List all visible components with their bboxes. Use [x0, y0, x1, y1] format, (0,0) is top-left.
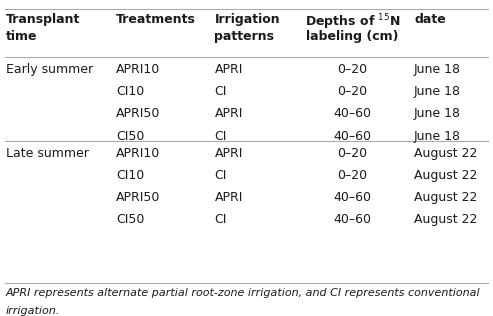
Text: 40–60: 40–60 — [333, 213, 372, 226]
Text: patterns: patterns — [214, 30, 275, 43]
Text: 0–20: 0–20 — [337, 147, 368, 160]
Text: APRI represents alternate partial root-zone irrigation, and CI represents conven: APRI represents alternate partial root-z… — [6, 288, 481, 298]
Text: APRI10: APRI10 — [116, 63, 160, 76]
Text: date: date — [414, 13, 446, 26]
Text: APRI: APRI — [214, 191, 243, 204]
Text: CI: CI — [214, 130, 227, 143]
Text: June 18: June 18 — [414, 85, 461, 98]
Text: August 22: August 22 — [414, 169, 478, 182]
Text: August 22: August 22 — [414, 147, 478, 160]
Text: 0–20: 0–20 — [337, 169, 368, 182]
Text: CI50: CI50 — [116, 130, 144, 143]
Text: June 18: June 18 — [414, 107, 461, 120]
Text: labeling (cm): labeling (cm) — [306, 30, 399, 43]
Text: CI50: CI50 — [116, 213, 144, 226]
Text: time: time — [6, 30, 37, 43]
Text: 40–60: 40–60 — [333, 130, 372, 143]
Text: CI10: CI10 — [116, 169, 144, 182]
Text: APRI10: APRI10 — [116, 147, 160, 160]
Text: CI: CI — [214, 213, 227, 226]
Text: APRI50: APRI50 — [116, 191, 160, 204]
Text: August 22: August 22 — [414, 191, 478, 204]
Text: 40–60: 40–60 — [333, 107, 372, 120]
Text: 40–60: 40–60 — [333, 191, 372, 204]
Text: CI: CI — [214, 169, 227, 182]
Text: CI10: CI10 — [116, 85, 144, 98]
Text: June 18: June 18 — [414, 130, 461, 143]
Text: CI: CI — [214, 85, 227, 98]
Text: August 22: August 22 — [414, 213, 478, 226]
Text: Transplant: Transplant — [6, 13, 80, 26]
Text: Late summer: Late summer — [6, 147, 89, 160]
Text: Treatments: Treatments — [116, 13, 196, 26]
Text: APRI50: APRI50 — [116, 107, 160, 120]
Text: June 18: June 18 — [414, 63, 461, 76]
Text: 0–20: 0–20 — [337, 85, 368, 98]
Text: Irrigation: Irrigation — [214, 13, 280, 26]
Text: irrigation.: irrigation. — [6, 306, 60, 316]
Text: Depths of $^{15}$N: Depths of $^{15}$N — [305, 13, 400, 32]
Text: APRI: APRI — [214, 147, 243, 160]
Text: APRI: APRI — [214, 107, 243, 120]
Text: Early summer: Early summer — [6, 63, 93, 76]
Text: APRI: APRI — [214, 63, 243, 76]
Text: 0–20: 0–20 — [337, 63, 368, 76]
